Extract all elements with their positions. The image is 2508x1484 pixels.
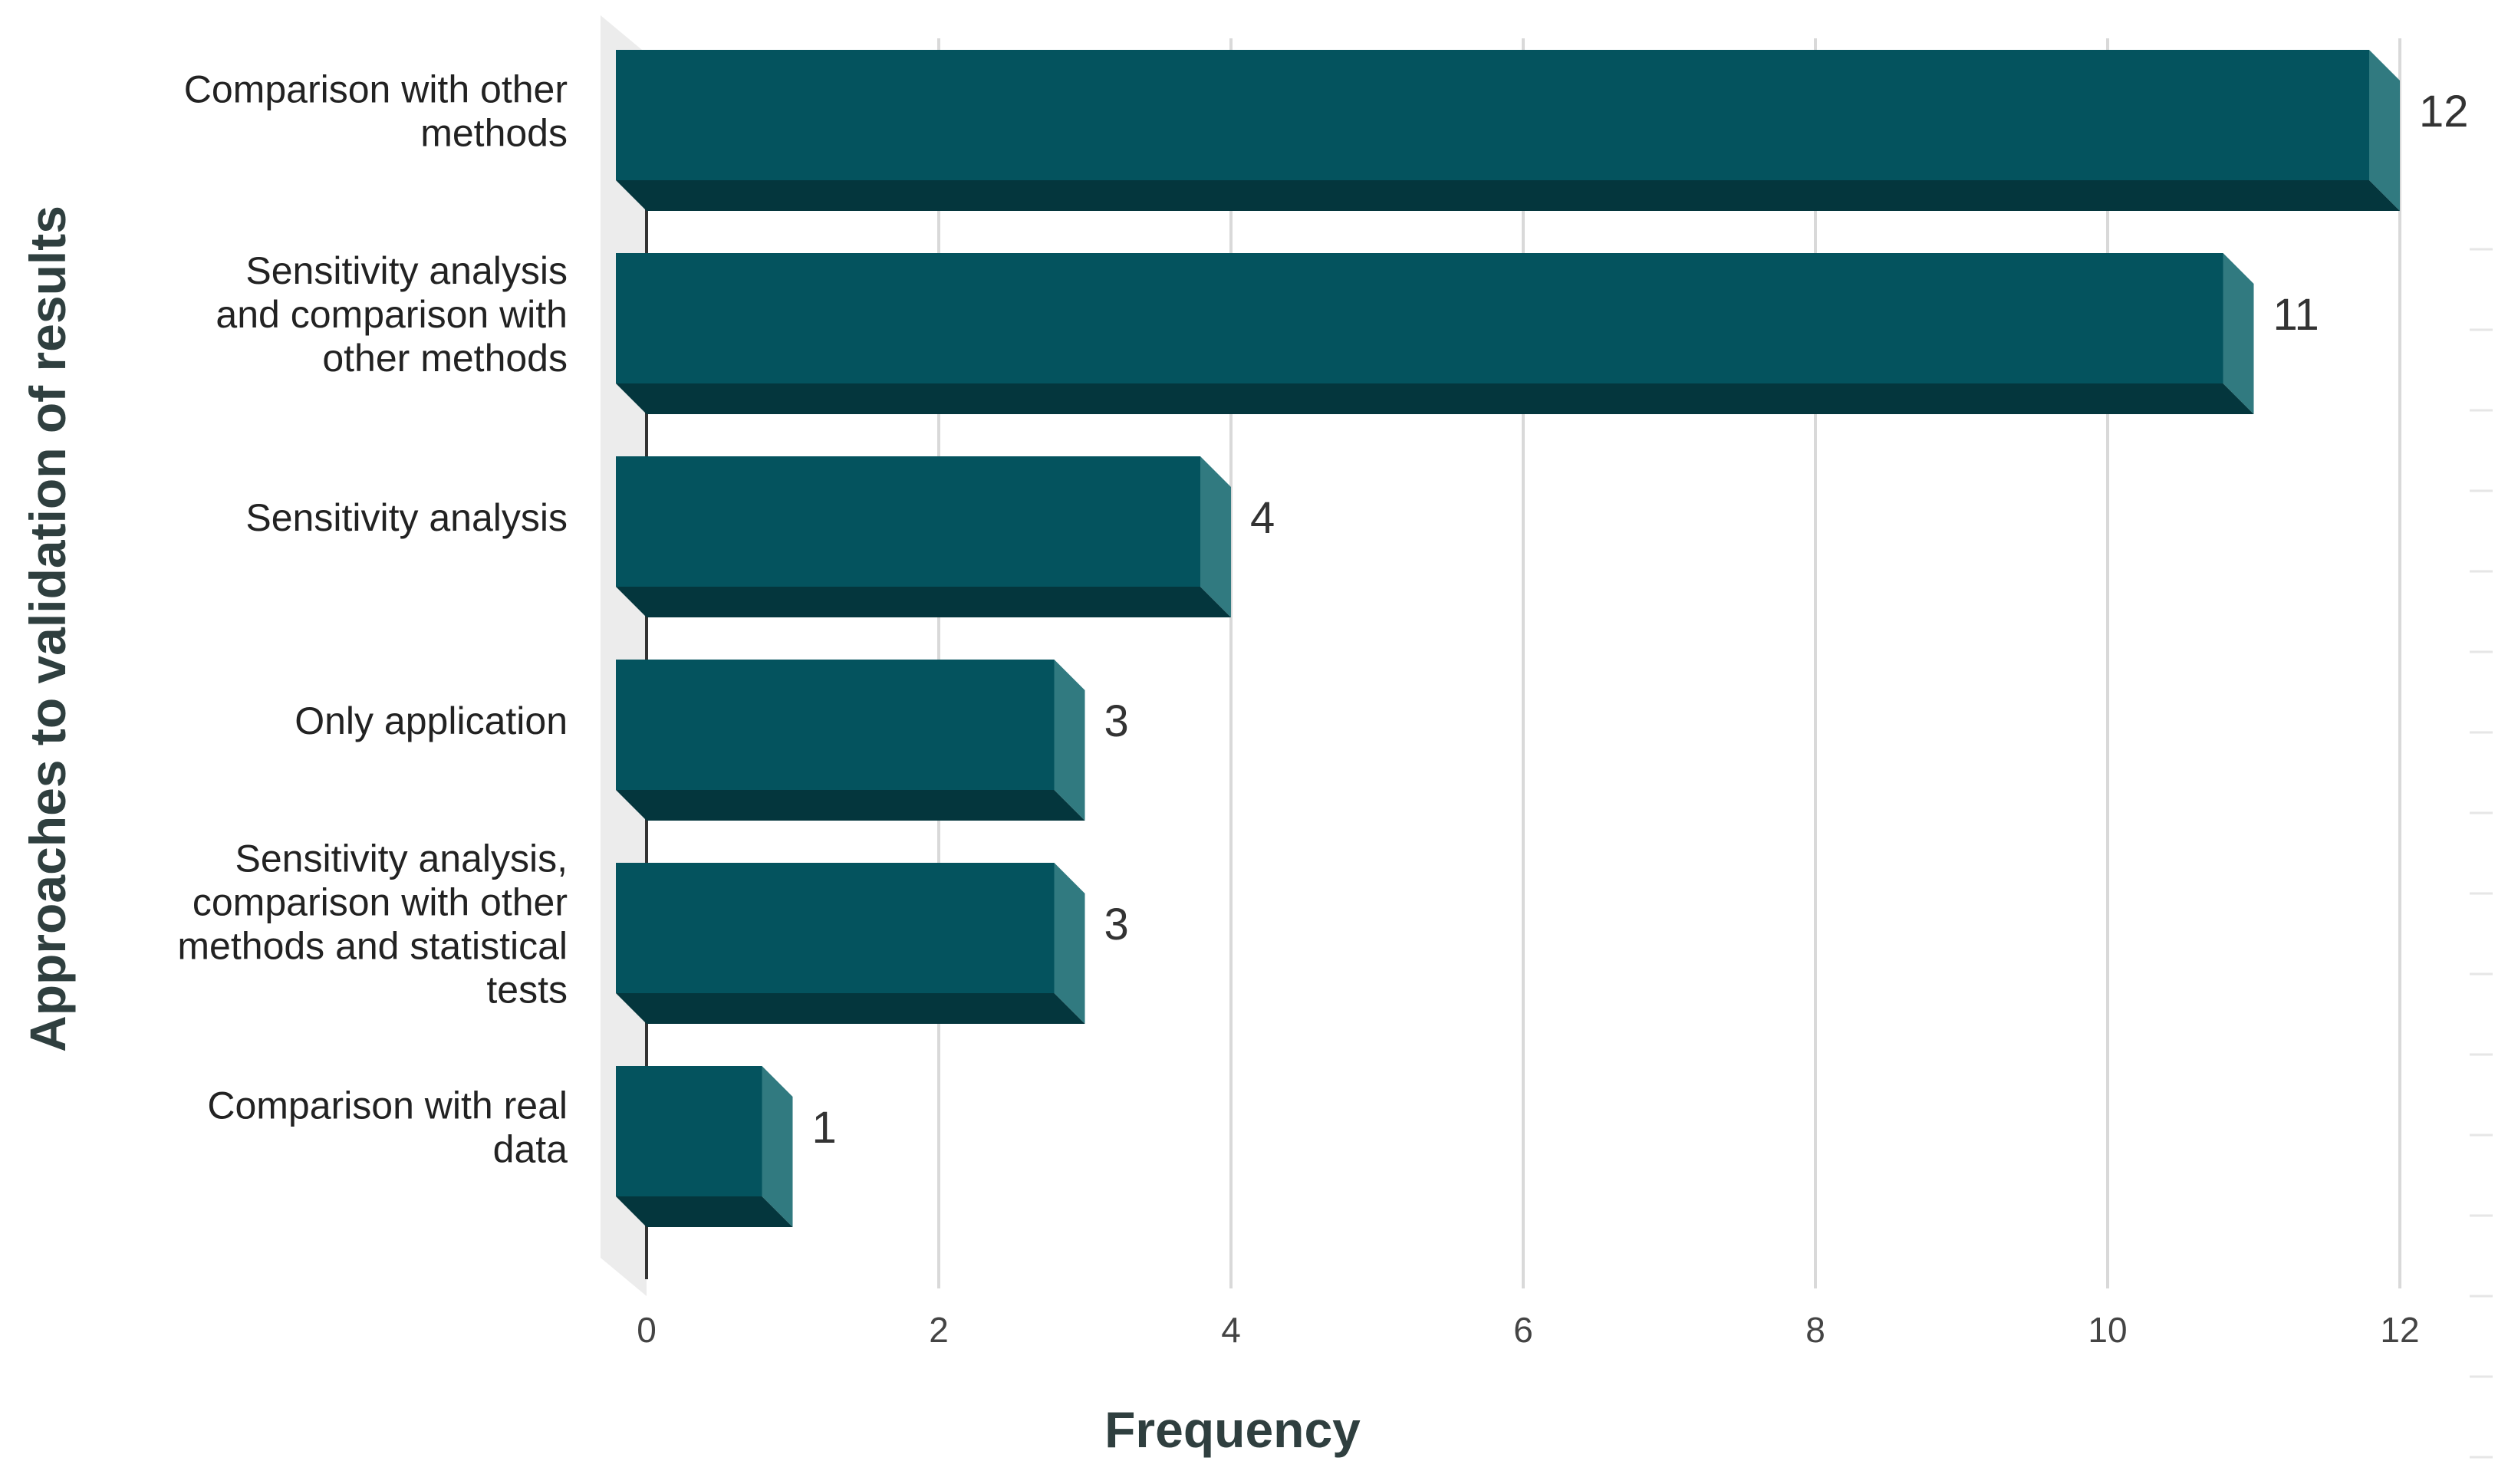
bar-side-face — [1054, 863, 1085, 1024]
bar-bottom-face — [616, 180, 2400, 211]
bar-side-face — [2369, 50, 2400, 211]
category-label: Sensitivity analysis, comparison with oth… — [177, 837, 568, 1012]
category-label-line: Sensitivity analysis — [245, 249, 568, 292]
bar-bottom-face — [616, 1196, 793, 1227]
bar-front-face — [616, 253, 2223, 383]
data-labels: 12 11 4 3 3 1 — [812, 87, 2469, 1153]
category-label: Sensitivity analysis and comparison with o… — [216, 249, 568, 380]
bar-front-face — [616, 1066, 762, 1196]
bar-2 — [616, 253, 2254, 414]
category-label-line: methods — [420, 112, 568, 155]
category-label-line: data — [493, 1128, 568, 1171]
x-tick-label: 6 — [1513, 1310, 1533, 1350]
bar-side-face — [1200, 456, 1231, 617]
category-label: Comparison with other methods — [184, 68, 568, 155]
bar-front-face — [616, 660, 1055, 790]
x-tick-labels: 0 2 4 6 8 10 12 — [637, 1310, 2419, 1350]
category-label-line: Comparison with real — [207, 1084, 568, 1127]
bars — [616, 50, 2400, 1227]
category-label-line: tests — [486, 969, 568, 1012]
category-labels: Comparison with other methods Sensitivity … — [177, 68, 568, 1171]
bar-front-face — [616, 863, 1055, 993]
x-tick-label: 0 — [637, 1310, 657, 1350]
x-tick-label: 8 — [1805, 1310, 1825, 1350]
bar-side-face — [1054, 660, 1085, 821]
bar-4 — [616, 660, 1085, 821]
category-label-line: Only application — [295, 699, 568, 742]
data-label: 3 — [1104, 900, 1129, 949]
data-label: 4 — [1250, 493, 1275, 543]
bar-front-face — [616, 50, 2369, 180]
category-label-line: and comparison with — [216, 293, 568, 336]
data-label: 11 — [2273, 290, 2319, 340]
data-label: 3 — [1104, 696, 1129, 746]
bar-1 — [616, 50, 2400, 211]
x-tick-label: 4 — [1221, 1310, 1241, 1350]
bar-3 — [616, 456, 1231, 617]
bar-front-face — [616, 456, 1200, 587]
bar-5 — [616, 863, 1085, 1024]
gridlines — [937, 38, 2493, 1459]
data-label: 1 — [812, 1103, 837, 1153]
category-label-line: Sensitivity analysis — [245, 496, 568, 539]
x-axis-title: Frequency — [1104, 1401, 1361, 1458]
category-label-line: comparison with other — [193, 881, 568, 924]
bar-6 — [616, 1066, 793, 1227]
category-label: Sensitivity analysis — [245, 496, 568, 539]
bar-side-face — [762, 1066, 793, 1227]
bar-side-face — [2223, 253, 2254, 414]
data-label: 12 — [2419, 87, 2469, 137]
category-label: Only application — [295, 699, 568, 742]
category-label-line: methods and statistical — [177, 925, 568, 968]
x-tick-label: 2 — [929, 1310, 949, 1350]
category-label: Comparison with real data — [207, 1084, 568, 1171]
category-label-line: other methods — [322, 337, 568, 380]
x-tick-label: 12 — [2380, 1310, 2419, 1350]
bar-bottom-face — [616, 383, 2254, 414]
bar-bottom-face — [616, 587, 1231, 617]
category-label-line: Comparison with other — [184, 68, 568, 111]
x-tick-label: 10 — [2088, 1310, 2127, 1350]
y-axis-title: Approaches to validation of results — [19, 206, 76, 1052]
bar-bottom-face — [616, 790, 1085, 821]
bar-bottom-face — [616, 993, 1085, 1024]
category-label-line: Sensitivity analysis, — [235, 837, 568, 880]
